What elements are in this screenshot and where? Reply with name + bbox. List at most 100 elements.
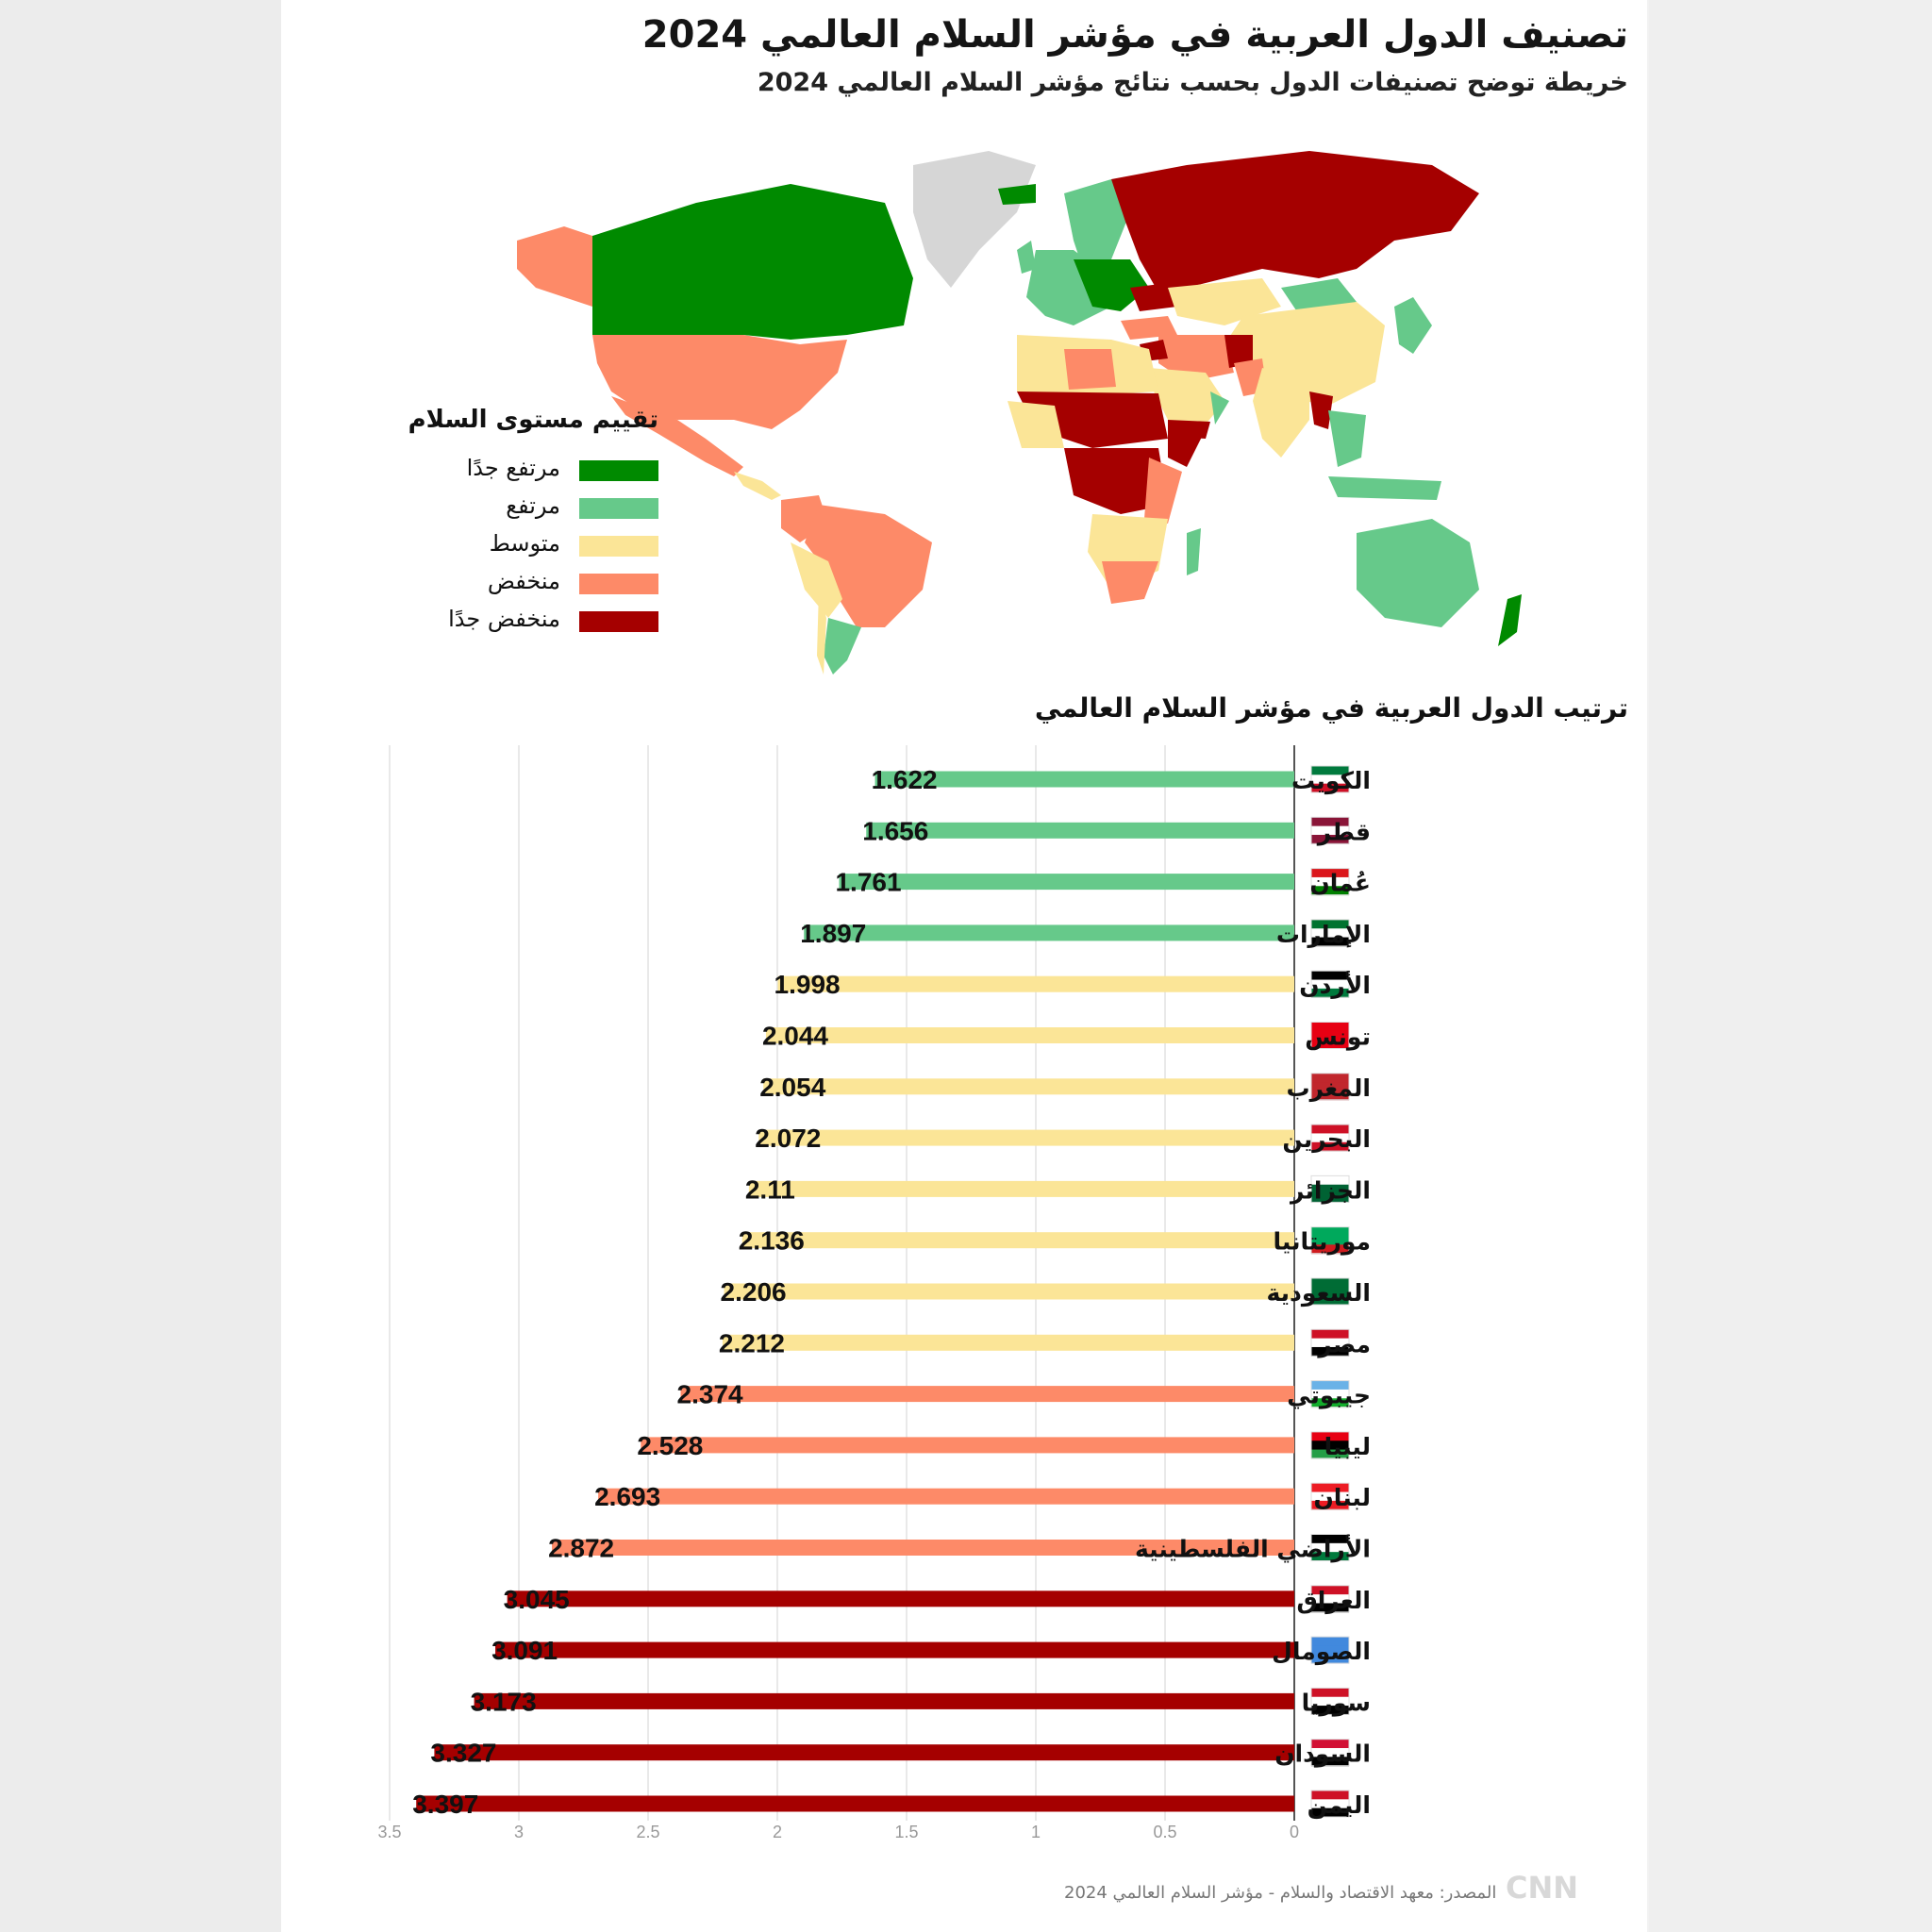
category-label: البحرين [1282, 1125, 1371, 1154]
map-central-europe [1074, 259, 1149, 311]
map-libya-algeria [1064, 349, 1116, 390]
value-label: 1.998 [774, 970, 841, 999]
world-map [517, 151, 1522, 675]
value-label: 2.206 [721, 1277, 787, 1307]
category-label: تونس [1305, 1024, 1371, 1052]
value-label: 2.374 [677, 1380, 743, 1409]
bar [416, 1795, 1294, 1812]
map-uk [1017, 241, 1036, 274]
bar [724, 1283, 1294, 1300]
map-myanmar [1309, 391, 1333, 429]
map-ukraine [1130, 283, 1177, 311]
background-left [0, 0, 283, 1932]
map-mexico [611, 396, 743, 476]
algeria-flag-icon [1310, 1174, 1350, 1203]
x-tick-label: 3 [514, 1823, 524, 1841]
value-label: 3.091 [491, 1636, 558, 1665]
category-label: جيبوتي [1287, 1382, 1371, 1410]
saudi-flag-icon [1310, 1277, 1350, 1306]
bar [748, 1180, 1294, 1197]
iraq-flag-icon [1310, 1585, 1350, 1613]
page-subtitle: خريطة توضح تصنيفات الدول بحسب نتائج مؤشر… [757, 68, 1628, 97]
map-scandinavia [1064, 179, 1130, 269]
value-label: 3.397 [412, 1790, 478, 1819]
syria-flag-icon [1310, 1687, 1350, 1715]
bar [804, 924, 1294, 941]
map-alaska [517, 226, 592, 307]
value-label: 3.173 [471, 1687, 537, 1716]
chart-title: ترتيب الدول العربية في مؤشر السلام العال… [1034, 692, 1628, 724]
legend-swatch [579, 574, 658, 594]
value-label: 2.872 [548, 1534, 614, 1563]
bar [552, 1540, 1294, 1556]
infographic-card: تصنيف الدول العربية في مؤشر السلام العال… [281, 0, 1647, 1932]
legend-swatch [579, 498, 658, 519]
uae-flag-icon [1310, 919, 1350, 947]
x-tick-label: 1 [1031, 1823, 1041, 1841]
morocco-flag-icon [1310, 1073, 1350, 1101]
map-brazil [805, 505, 932, 627]
map-saudi [1149, 368, 1224, 425]
x-tick-label: 2 [773, 1823, 782, 1841]
map-horn [1168, 420, 1206, 467]
yemen-flag-icon [1310, 1790, 1350, 1818]
value-label: 1.897 [800, 919, 866, 948]
legend-label: منخفض [487, 568, 560, 594]
map-usa [592, 335, 847, 429]
category-label: الأردن [1299, 971, 1371, 999]
map-korea-japan [1394, 297, 1432, 354]
legend-item-very-high: مرتفع جدًا [347, 455, 658, 483]
bar [434, 1744, 1294, 1761]
map-east-africa [1144, 458, 1182, 524]
value-label: 2.054 [759, 1073, 825, 1102]
background-right [1649, 0, 1932, 1932]
value-label: 2.044 [762, 1022, 828, 1051]
category-label: السودان [1274, 1740, 1371, 1769]
category-label: موريتانيا [1273, 1228, 1371, 1257]
x-tick-label: 0 [1290, 1823, 1299, 1841]
map-south-africa [1102, 561, 1158, 604]
legend-item-medium: متوسط [347, 530, 658, 558]
map-afghanistan [1224, 335, 1253, 368]
value-label: 2.136 [739, 1226, 805, 1256]
category-label: قطر [1316, 818, 1371, 846]
bar [874, 771, 1294, 788]
cnn-arabic-logo: CNN [1506, 1870, 1579, 1906]
bar [507, 1591, 1294, 1607]
bar [722, 1334, 1294, 1351]
source-note: المصدر: معهد الاقتصاد والسلام - مؤشر الس… [1064, 1883, 1497, 1903]
bar [777, 975, 1294, 992]
bar [866, 822, 1294, 839]
category-label: ليبيا [1324, 1433, 1371, 1460]
value-label: 2.11 [745, 1174, 795, 1204]
x-tick-label: 2.5 [636, 1823, 659, 1841]
legend-item-very-low: منخفض جدًا [347, 606, 658, 634]
map-peru-bolivia [791, 542, 842, 618]
bar [765, 1027, 1294, 1043]
legend-label: مرتفع [506, 492, 560, 519]
tunisia-flag-icon [1310, 1022, 1350, 1049]
oman-flag-icon [1310, 868, 1350, 896]
bar-chart: 3.5 3 2.5 2 1.5 1 0.5 0 1.622 الكويت 1.656 قطر 1.761… [377, 745, 1371, 1841]
legend-label: متوسط [489, 530, 560, 557]
map-kazakhstan [1168, 278, 1281, 325]
somalia-flag-icon [1310, 1636, 1350, 1664]
bar [758, 1129, 1294, 1146]
category-label: العراق [1296, 1587, 1371, 1615]
map-indonesia [1328, 476, 1441, 500]
value-label: 2.212 [719, 1328, 785, 1357]
category-label: المغرب [1286, 1074, 1371, 1103]
jordan-flag-icon [1310, 970, 1350, 998]
map-iceland [998, 184, 1036, 205]
libya-flag-icon [1310, 1431, 1350, 1459]
category-label: الكويت [1291, 767, 1371, 795]
value-label: 2.072 [755, 1124, 821, 1153]
qatar-flag-icon [1310, 816, 1350, 844]
map-central-africa [1064, 448, 1168, 514]
bar [641, 1437, 1294, 1454]
map-india [1253, 368, 1309, 458]
palestine-flag-icon [1310, 1534, 1350, 1561]
map-argentina-chile [824, 618, 861, 675]
map-chile [817, 590, 826, 675]
map-oman [1210, 391, 1229, 425]
